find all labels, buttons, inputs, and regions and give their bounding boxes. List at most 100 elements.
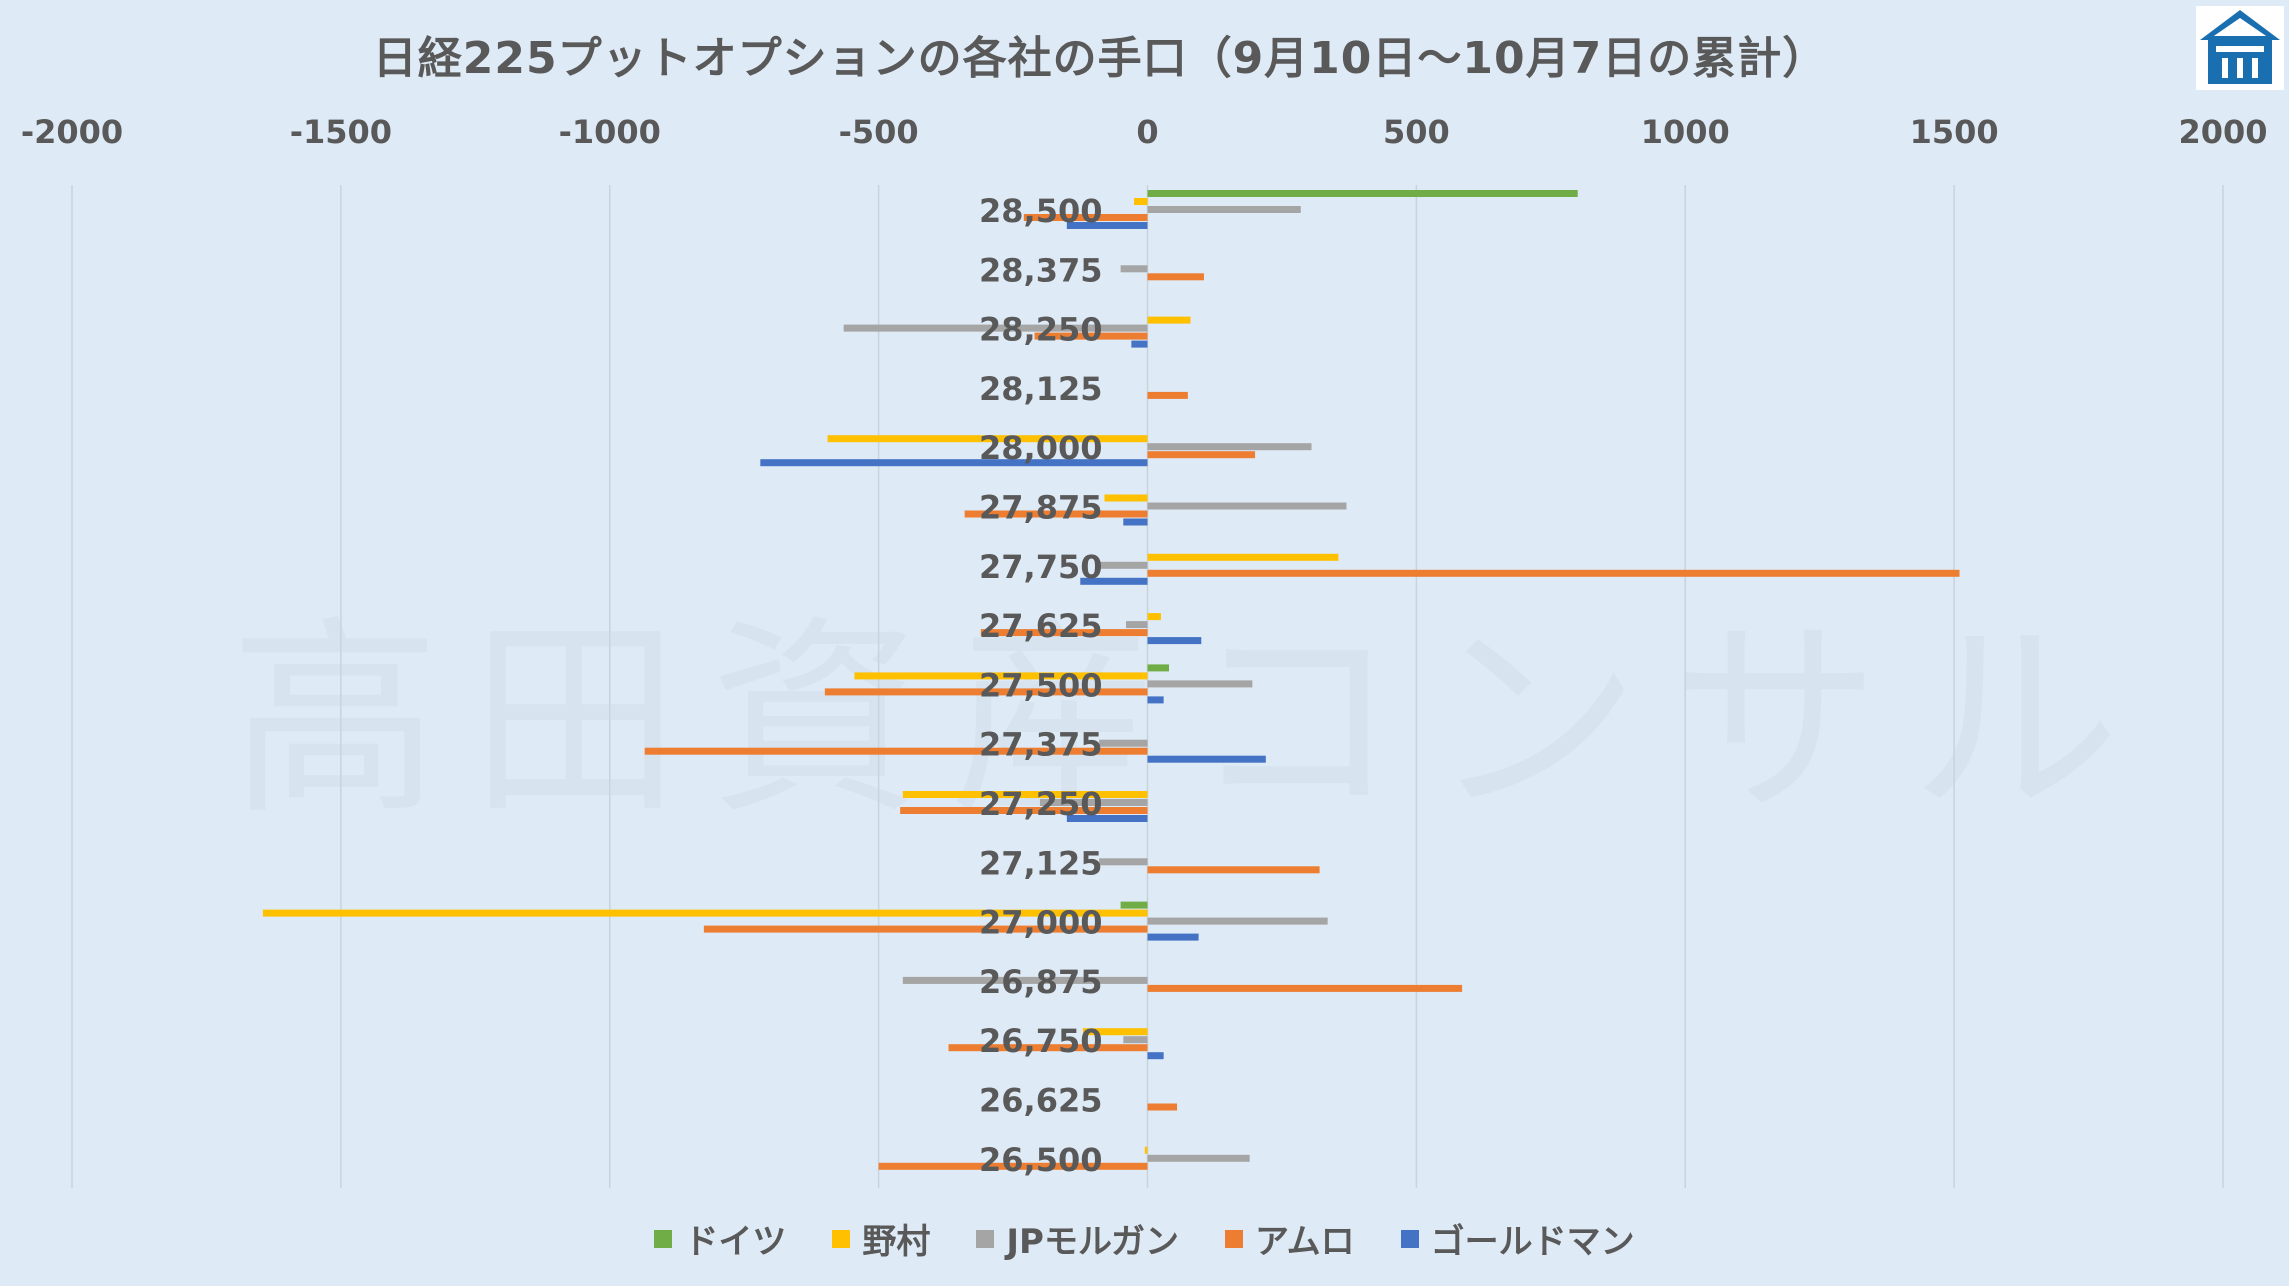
bar bbox=[1147, 613, 1161, 621]
legend-swatch bbox=[1224, 1229, 1243, 1248]
bar bbox=[1147, 917, 1328, 925]
category-label: 26,625 bbox=[979, 1082, 1102, 1120]
legend-swatch bbox=[976, 1229, 995, 1248]
legend-item: JPモルガン bbox=[976, 1214, 1179, 1263]
bar bbox=[1147, 391, 1188, 399]
bar bbox=[1080, 577, 1148, 585]
bar bbox=[1147, 569, 1960, 577]
bar bbox=[827, 435, 1148, 443]
legend-swatch bbox=[654, 1229, 673, 1248]
legend-label: アムロ bbox=[1254, 1222, 1355, 1262]
bar bbox=[1147, 553, 1339, 561]
category-label: 26,875 bbox=[979, 963, 1102, 1001]
x-tick-label: -500 bbox=[839, 113, 919, 151]
category-label: 27,500 bbox=[979, 666, 1102, 704]
category-label: 26,500 bbox=[979, 1141, 1102, 1179]
category-label: 27,625 bbox=[979, 607, 1102, 645]
x-tick-label: 500 bbox=[1383, 113, 1450, 151]
bar bbox=[964, 510, 1148, 518]
bar bbox=[1099, 561, 1148, 569]
bar bbox=[1104, 494, 1148, 502]
bar bbox=[262, 909, 1148, 917]
bar bbox=[703, 925, 1148, 933]
bar bbox=[1123, 1036, 1148, 1044]
category-label: 28,125 bbox=[979, 370, 1102, 408]
house-logo-icon bbox=[2196, 6, 2284, 90]
bar bbox=[1147, 984, 1463, 992]
bar bbox=[902, 976, 1148, 984]
x-tick-label: 0 bbox=[1136, 113, 1158, 151]
legend-label: ドイツ bbox=[684, 1222, 787, 1262]
bar bbox=[878, 1162, 1148, 1170]
legend-label: ゴールドマン bbox=[1430, 1222, 1635, 1262]
bar bbox=[1147, 190, 1578, 197]
bar bbox=[1123, 518, 1148, 526]
bar bbox=[902, 791, 1148, 798]
bar bbox=[1147, 273, 1204, 281]
bar bbox=[1147, 1103, 1178, 1111]
bar bbox=[1066, 222, 1148, 229]
legend-swatch bbox=[1400, 1229, 1419, 1248]
bar bbox=[1147, 502, 1347, 510]
category-label: 27,125 bbox=[979, 844, 1102, 882]
category-label: 28,000 bbox=[979, 429, 1102, 467]
bar bbox=[1147, 637, 1202, 645]
bar bbox=[1144, 1146, 1148, 1154]
legend-item: ドイツ bbox=[654, 1214, 786, 1263]
x-tick-label: -1000 bbox=[559, 113, 661, 151]
category-label: 27,750 bbox=[979, 548, 1102, 586]
x-tick-label: -2000 bbox=[21, 113, 123, 151]
x-tick-label: 2000 bbox=[2178, 113, 2267, 151]
bar bbox=[824, 688, 1148, 696]
bar bbox=[1131, 340, 1148, 348]
bar bbox=[1034, 332, 1148, 340]
category-label: 27,375 bbox=[979, 726, 1102, 764]
bar bbox=[948, 1044, 1148, 1052]
bar bbox=[1147, 680, 1253, 688]
bar bbox=[1099, 858, 1148, 866]
bar bbox=[1125, 621, 1148, 629]
chart-title: 日経225プットオプションの各社の手口（9月10日～10月7日の累計） bbox=[372, 33, 1828, 84]
bar bbox=[1147, 866, 1320, 874]
legend-swatch bbox=[832, 1229, 851, 1248]
bar bbox=[1147, 696, 1164, 704]
bar bbox=[1039, 799, 1148, 806]
bar bbox=[1147, 1154, 1250, 1162]
x-tick-label: 1000 bbox=[1641, 113, 1730, 151]
bar bbox=[1134, 198, 1148, 205]
bar bbox=[760, 459, 1148, 467]
category-label: 28,250 bbox=[979, 311, 1102, 349]
bar bbox=[1120, 901, 1148, 909]
bar bbox=[1120, 265, 1148, 273]
bar bbox=[1147, 451, 1256, 459]
legend-label: 野村 bbox=[862, 1222, 931, 1262]
category-label: 27,250 bbox=[979, 785, 1102, 823]
legend-label: JPモルガン bbox=[1006, 1222, 1179, 1262]
legend-item: ゴールドマン bbox=[1400, 1214, 1635, 1263]
bar bbox=[1147, 1052, 1164, 1060]
bar bbox=[1023, 214, 1148, 221]
category-label: 28,500 bbox=[979, 192, 1102, 230]
bar bbox=[1099, 739, 1148, 747]
bar bbox=[1147, 316, 1191, 324]
category-label: 26,750 bbox=[979, 1022, 1102, 1060]
category-label: 27,000 bbox=[979, 904, 1102, 942]
category-label: 28,375 bbox=[979, 251, 1102, 289]
bar bbox=[1082, 1028, 1148, 1036]
bar bbox=[900, 807, 1148, 814]
chart-legend: ドイツ 野村 JPモルガン アムロ ゴールドマン bbox=[0, 1214, 2289, 1263]
bar bbox=[843, 324, 1148, 332]
bar bbox=[1147, 664, 1170, 672]
bar bbox=[1147, 206, 1301, 213]
bar bbox=[644, 747, 1148, 755]
bar-chart: -2000 -1500 -1000 -500 0 500 1000 1500 2000 28,50… bbox=[21, 113, 2268, 1188]
bar bbox=[1147, 755, 1266, 763]
bar bbox=[1147, 443, 1312, 451]
bar bbox=[980, 629, 1148, 637]
bar bbox=[1147, 933, 1199, 941]
x-tick-label: 1500 bbox=[1910, 113, 1999, 151]
category-label: 27,875 bbox=[979, 489, 1102, 527]
x-tick-label: -1500 bbox=[290, 113, 392, 151]
legend-item: 野村 bbox=[832, 1214, 930, 1263]
